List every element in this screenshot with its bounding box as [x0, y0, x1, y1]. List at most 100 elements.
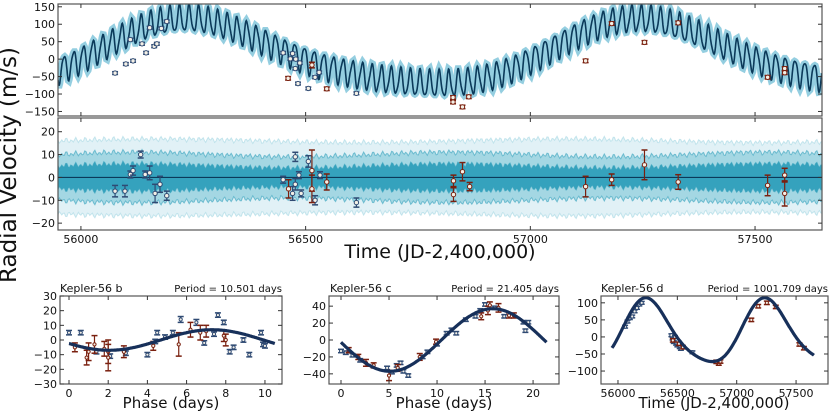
x-tick-label: 8 [222, 387, 229, 400]
data-marker [170, 330, 175, 335]
y-tick-label: 100 [577, 297, 598, 310]
data-point [197, 324, 204, 341]
data-point [177, 315, 184, 324]
data-marker [675, 179, 681, 185]
data-marker [295, 80, 301, 87]
data-point [478, 312, 485, 321]
data-point [112, 184, 119, 198]
x-tick-label: 2 [105, 387, 112, 400]
data-point [163, 18, 170, 25]
data-point [289, 50, 296, 57]
data-marker [280, 177, 286, 183]
data-marker [142, 171, 148, 178]
data-marker [78, 330, 83, 335]
data-point [144, 351, 151, 358]
data-marker [112, 188, 118, 194]
data-marker [227, 349, 232, 354]
data-point [308, 61, 315, 69]
data-marker [298, 190, 304, 197]
data-point [280, 50, 287, 56]
data-marker [630, 314, 635, 319]
data-marker [143, 50, 149, 56]
data-point [522, 328, 529, 334]
residuals-panel [58, 135, 822, 220]
data-marker [296, 172, 302, 178]
y-tick-label: −100 [568, 365, 598, 378]
data-point [675, 173, 682, 191]
data-point [280, 175, 287, 184]
data-point [641, 39, 648, 46]
data-point [163, 190, 170, 202]
y-tick-label: 0 [591, 331, 598, 344]
y-tick-label: −10 [32, 194, 55, 207]
data-marker [164, 193, 170, 199]
data-point [122, 61, 129, 67]
data-marker [66, 330, 72, 335]
data-point [323, 86, 330, 92]
data-marker [749, 317, 754, 322]
data-marker [164, 18, 170, 25]
y-tick-label: 50 [584, 314, 598, 327]
y-tick-label: 10 [43, 319, 57, 332]
data-marker [123, 61, 129, 67]
panel-d-period: Period = 1001.709 days [708, 284, 828, 295]
y-tick-label: −50 [32, 71, 55, 84]
data-marker [309, 186, 315, 192]
data-point [781, 167, 788, 183]
data-point [295, 170, 302, 180]
data-marker [317, 172, 323, 178]
data-marker [312, 197, 318, 203]
data-point [154, 329, 161, 336]
residuals-frame [57, 117, 823, 231]
model-curve [610, 296, 815, 364]
panel-d-xlabel: Time (JD-2,400,000) [638, 394, 790, 412]
x-tick-label: 56000 [600, 387, 635, 400]
x-tick-label: 6 [183, 387, 190, 400]
data-point [152, 183, 159, 204]
data-point [230, 344, 237, 351]
data-marker [293, 56, 299, 62]
data-point [582, 175, 589, 198]
y-tick-label: −20 [32, 217, 55, 230]
data-marker [152, 190, 158, 197]
data-point [763, 300, 770, 306]
y-tick-label: 40 [312, 300, 326, 313]
data-point [127, 36, 134, 43]
data-point [292, 65, 299, 72]
y-tick-label: −150 [25, 105, 55, 118]
data-marker [781, 172, 788, 178]
data-marker [297, 60, 303, 66]
data-marker [608, 177, 615, 183]
y-axis-label: Radial Velocity (m/s) [0, 47, 22, 283]
y-tick-label: −40 [303, 368, 326, 381]
data-marker [211, 332, 217, 337]
data-marker [309, 62, 315, 68]
data-marker [92, 342, 97, 347]
data-marker [215, 312, 221, 318]
data-marker [292, 181, 298, 187]
panel-c-xlabel: Phase (days) [396, 394, 493, 412]
data-marker [639, 300, 644, 305]
x-tick-label: 20 [526, 387, 540, 400]
data-marker [202, 340, 207, 346]
data-marker [305, 85, 312, 92]
data-marker [130, 167, 136, 174]
data-marker [675, 20, 681, 26]
data-marker [385, 365, 390, 371]
y-tick-label: 150 [34, 1, 55, 14]
data-point [85, 342, 92, 362]
data-point [608, 173, 615, 187]
data-point [308, 174, 315, 204]
y-tick-label: 0 [319, 334, 326, 347]
x-tick-label: 5 [386, 387, 393, 400]
data-point [240, 337, 247, 343]
data-marker [582, 58, 589, 64]
x-tick-label: 15 [478, 387, 492, 400]
data-point [66, 329, 73, 336]
data-point [466, 181, 473, 192]
data-point [220, 319, 227, 326]
panel-c-period: Period = 21.405 days [451, 284, 559, 295]
y-tick-label: 30 [43, 290, 57, 303]
data-marker [178, 317, 183, 322]
data-point [353, 197, 360, 208]
